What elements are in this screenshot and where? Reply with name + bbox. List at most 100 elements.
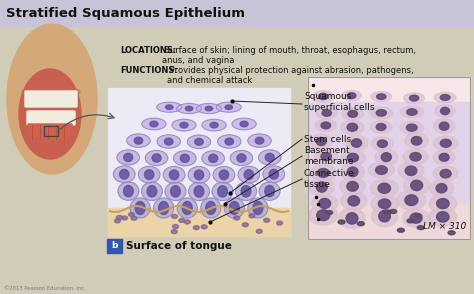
Ellipse shape [345,135,368,151]
Ellipse shape [225,138,234,145]
Ellipse shape [130,198,150,218]
Text: LOCATIONS:: LOCATIONS: [120,46,176,55]
FancyBboxPatch shape [27,111,75,125]
Ellipse shape [277,221,283,225]
Ellipse shape [171,230,177,234]
Ellipse shape [436,183,447,193]
Ellipse shape [405,133,428,148]
Ellipse shape [172,119,196,131]
Ellipse shape [173,151,196,166]
Ellipse shape [269,169,278,179]
Ellipse shape [169,170,179,180]
Ellipse shape [376,110,386,116]
Ellipse shape [435,104,455,118]
Ellipse shape [196,103,221,113]
Ellipse shape [429,194,456,213]
Ellipse shape [407,109,417,115]
Ellipse shape [171,186,180,197]
Ellipse shape [124,186,133,197]
Text: Provides physical protection against abrasion, pathogens,
and chemical attack: Provides physical protection against abr… [167,66,414,85]
Ellipse shape [397,228,404,232]
Ellipse shape [189,182,210,201]
Ellipse shape [249,214,255,218]
Bar [308,203,470,239]
Ellipse shape [433,119,455,134]
Text: Connective
tissue: Connective tissue [304,169,355,189]
Ellipse shape [213,166,235,183]
Bar [2,36,107,194]
Ellipse shape [187,135,210,148]
Ellipse shape [348,196,360,206]
Ellipse shape [263,166,284,183]
Ellipse shape [163,166,185,183]
Ellipse shape [202,151,224,166]
Text: Stem cells: Stem cells [304,134,351,143]
Bar [108,208,290,236]
Ellipse shape [429,208,456,226]
Ellipse shape [194,170,204,180]
Ellipse shape [439,153,449,161]
Ellipse shape [265,153,274,161]
Ellipse shape [177,103,201,113]
Ellipse shape [403,176,430,195]
Ellipse shape [376,94,386,99]
Bar [44,126,58,136]
Ellipse shape [165,182,186,201]
Ellipse shape [347,181,358,191]
Ellipse shape [172,214,177,218]
Ellipse shape [264,218,270,222]
Ellipse shape [410,95,419,101]
Ellipse shape [177,198,197,218]
Ellipse shape [346,213,358,224]
Ellipse shape [377,140,387,147]
Ellipse shape [338,220,345,224]
Ellipse shape [410,213,422,223]
Ellipse shape [313,91,334,102]
Ellipse shape [234,216,240,220]
Ellipse shape [205,106,213,111]
Ellipse shape [375,166,387,174]
FancyBboxPatch shape [25,91,77,107]
Text: Squamous
superficial cells: Squamous superficial cells [304,92,374,112]
Ellipse shape [229,201,239,215]
Ellipse shape [206,201,216,215]
Ellipse shape [370,121,392,133]
Ellipse shape [379,211,391,222]
Ellipse shape [117,150,139,165]
Ellipse shape [321,153,331,161]
Ellipse shape [326,211,333,215]
Ellipse shape [376,123,386,131]
Ellipse shape [218,135,241,148]
Ellipse shape [319,198,330,208]
Ellipse shape [341,192,366,210]
Ellipse shape [218,186,228,197]
Ellipse shape [128,213,135,216]
Ellipse shape [212,182,233,201]
Polygon shape [28,124,72,141]
Ellipse shape [322,110,331,116]
Ellipse shape [340,178,365,195]
Ellipse shape [381,153,392,161]
Ellipse shape [142,118,166,130]
Text: LM × 310: LM × 310 [423,222,466,231]
Bar [308,102,470,204]
Ellipse shape [347,153,358,162]
Text: Stratified Squamous Epithelium: Stratified Squamous Epithelium [6,6,245,19]
Ellipse shape [415,214,422,218]
Ellipse shape [319,93,328,100]
Ellipse shape [164,138,173,145]
Ellipse shape [371,92,392,102]
Ellipse shape [397,191,426,210]
Ellipse shape [417,226,424,230]
Ellipse shape [390,210,397,213]
Ellipse shape [370,107,392,119]
Ellipse shape [437,212,449,222]
Ellipse shape [121,216,128,220]
Ellipse shape [264,186,274,197]
Bar [308,77,470,239]
Ellipse shape [351,139,362,147]
Ellipse shape [440,139,451,147]
Ellipse shape [398,162,424,179]
Ellipse shape [241,186,251,197]
Ellipse shape [118,182,139,200]
